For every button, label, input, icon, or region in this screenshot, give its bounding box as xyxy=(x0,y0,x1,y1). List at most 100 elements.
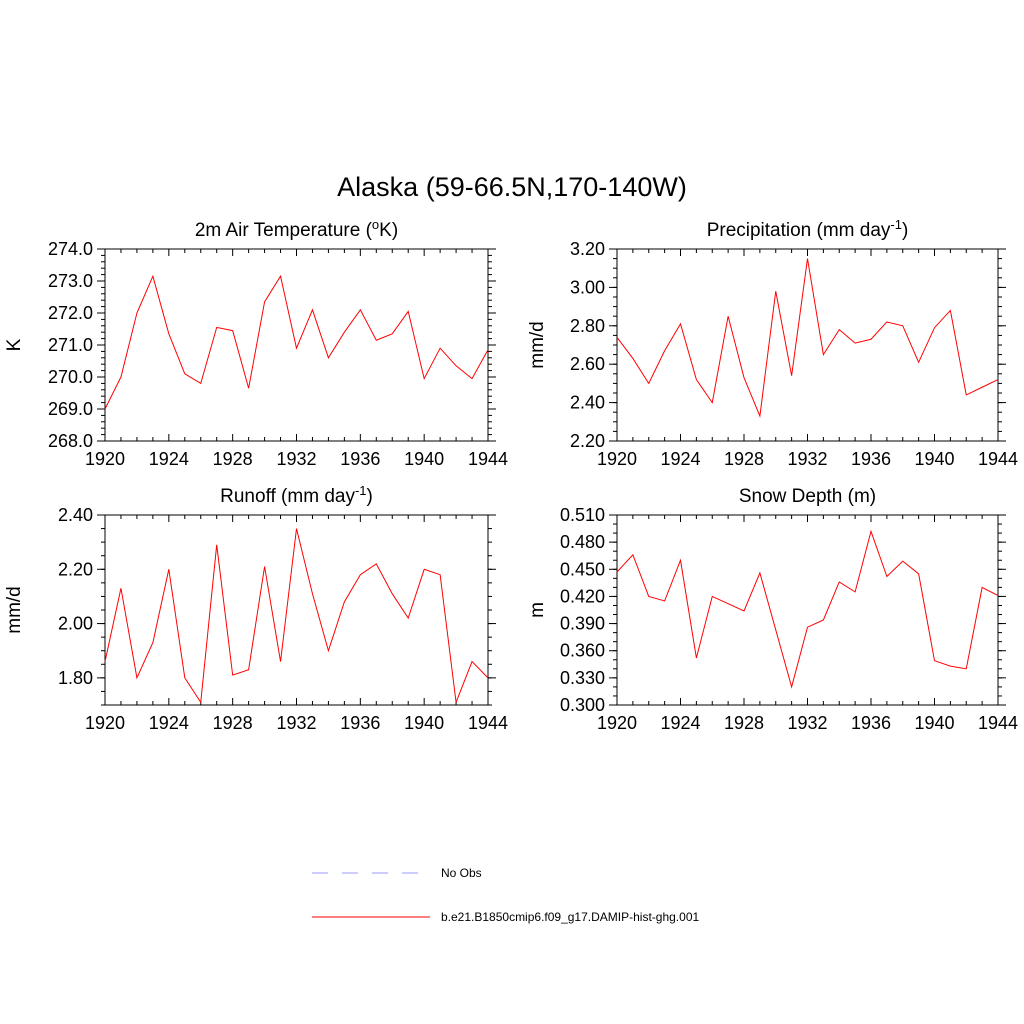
x-tick-label: 1932 xyxy=(787,713,827,733)
data-point xyxy=(854,590,857,593)
y-tick-label: 0.480 xyxy=(560,532,605,552)
data-point xyxy=(901,324,904,327)
data-point xyxy=(870,530,873,533)
data-point xyxy=(727,315,730,318)
data-point xyxy=(455,701,458,704)
y-tick-label: 0.510 xyxy=(560,505,605,525)
data-point xyxy=(311,592,314,595)
x-tick-label: 1924 xyxy=(660,449,700,469)
data-point xyxy=(679,322,682,325)
data-point xyxy=(743,376,746,379)
data-point xyxy=(183,372,186,375)
x-tick-label: 1944 xyxy=(468,449,508,469)
data-point xyxy=(343,331,346,334)
figure-title: Alaska (59-66.5N,170-140W) xyxy=(337,172,687,202)
y-tick-label: 2.20 xyxy=(570,431,605,451)
x-tick-label: 1920 xyxy=(597,449,637,469)
x-tick-label: 1940 xyxy=(404,449,444,469)
panel-2: Precipitation (mm day-1) 1920 1924 1928 1932… xyxy=(527,217,1018,470)
data-point xyxy=(423,568,426,571)
y-tick-label: 269.0 xyxy=(48,399,93,419)
y-tick-label: 0.420 xyxy=(560,586,605,606)
series-line xyxy=(104,274,489,410)
data-point xyxy=(487,676,490,679)
x-tick-label: 1924 xyxy=(149,713,189,733)
data-point xyxy=(311,308,314,311)
y-tick-label: 271.0 xyxy=(48,335,93,355)
data-point xyxy=(933,659,936,662)
x-tick-label: 1936 xyxy=(340,449,380,469)
data-point xyxy=(327,356,330,359)
data-point xyxy=(822,618,825,621)
data-point xyxy=(631,553,634,556)
data-point xyxy=(295,527,298,530)
data-point xyxy=(663,599,666,602)
data-point xyxy=(949,309,952,312)
data-point xyxy=(247,668,250,671)
y-tick-label: 1.80 xyxy=(58,668,93,688)
x-tick-label: 1940 xyxy=(914,449,954,469)
x-tick-label: 1940 xyxy=(914,713,954,733)
data-point xyxy=(104,660,107,663)
data-point xyxy=(279,660,282,663)
data-point xyxy=(439,347,442,350)
data-point xyxy=(391,592,394,595)
x-tick-label: 1932 xyxy=(276,449,316,469)
data-point xyxy=(375,339,378,342)
y-tick-label: 0.390 xyxy=(560,614,605,634)
y-tick-label: 2.40 xyxy=(58,505,93,525)
data-point xyxy=(711,401,714,404)
panel-3: Runoff (mm day-1) 1920 1924 1928 1932 1936 194… xyxy=(4,483,508,734)
data-point xyxy=(885,320,888,323)
data-point xyxy=(151,641,154,644)
legend-label: No Obs xyxy=(441,866,482,880)
data-point xyxy=(870,338,873,341)
x-tick-label: 1920 xyxy=(597,713,637,733)
data-point xyxy=(327,649,330,652)
data-point xyxy=(439,573,442,576)
y-tick-label: 0.360 xyxy=(560,641,605,661)
data-point xyxy=(279,275,282,278)
data-point xyxy=(231,329,234,332)
data-point xyxy=(135,312,138,315)
legend: No Obs b.e21.B1850cmip6.f09_g17.DAMIP-his… xyxy=(312,866,699,924)
series-line xyxy=(616,529,999,689)
data-point xyxy=(631,357,634,360)
y-tick-label: 0.330 xyxy=(560,668,605,688)
x-tick-label: 1932 xyxy=(787,449,827,469)
x-tick-label: 1944 xyxy=(978,713,1018,733)
data-point xyxy=(743,609,746,612)
y-tick-label: 2.20 xyxy=(58,559,93,579)
data-point xyxy=(758,415,761,418)
data-point xyxy=(822,353,825,356)
x-tick-label: 1924 xyxy=(149,449,189,469)
data-point xyxy=(663,349,666,352)
data-point xyxy=(471,377,474,380)
data-point xyxy=(727,602,730,605)
data-point xyxy=(854,342,857,345)
data-point xyxy=(119,587,122,590)
data-point xyxy=(806,626,809,629)
y-axis-label: mm/d xyxy=(527,321,548,369)
data-point xyxy=(981,586,984,589)
data-point xyxy=(758,571,761,574)
data-point xyxy=(343,600,346,603)
panels: 2m Air Temperature (oK) 1920 1924 1928 1932 1… xyxy=(4,217,1018,734)
x-tick-label: 1928 xyxy=(724,713,764,733)
data-point xyxy=(997,594,1000,597)
data-point xyxy=(199,382,202,385)
data-point xyxy=(215,326,218,329)
y-tick-label: 0.300 xyxy=(560,695,605,715)
data-point xyxy=(359,573,362,576)
data-point xyxy=(997,378,1000,381)
x-tick-label: 1928 xyxy=(213,713,253,733)
data-point xyxy=(838,328,841,331)
data-point xyxy=(359,308,362,311)
data-point xyxy=(790,374,793,377)
data-point xyxy=(790,685,793,688)
data-point xyxy=(917,361,920,364)
data-point xyxy=(151,275,154,278)
data-point xyxy=(135,676,138,679)
data-point xyxy=(375,562,378,565)
data-point xyxy=(471,660,474,663)
